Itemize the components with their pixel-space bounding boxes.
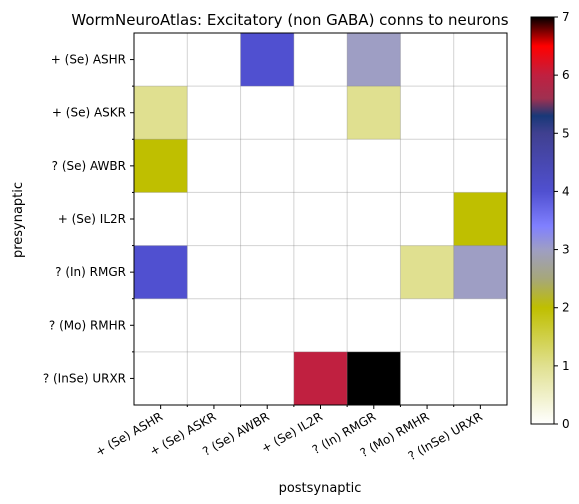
y-tick-label: ? (InSe) URXR (43, 371, 126, 385)
heatmap-cell (240, 298, 295, 353)
colorbar-tick-label: 7 (562, 10, 570, 24)
heatmap-cell (453, 245, 508, 300)
y-tick-label: + (Se) ASHR (51, 53, 126, 67)
heatmap-cell (400, 192, 455, 247)
colorbar (530, 16, 555, 425)
heatmap-cell (240, 139, 295, 193)
heatmap-cell (293, 245, 348, 300)
heatmap-cell (293, 33, 348, 87)
heatmap-cell (453, 298, 508, 353)
heatmap-cell (400, 86, 455, 140)
heatmap-cell (134, 139, 188, 193)
heatmap-cell (347, 192, 401, 247)
heatmap-cell (134, 33, 188, 87)
heatmap-cell (134, 86, 188, 140)
heatmap-cell (453, 86, 508, 140)
heatmap-cell (453, 192, 508, 247)
heatmap-cell (400, 139, 455, 193)
heatmap-cell (400, 33, 455, 87)
heatmap-cell (453, 33, 508, 87)
heatmap-cells (134, 33, 508, 406)
y-tick-label: + (Se) IL2R (58, 212, 126, 226)
heatmap-cell (134, 298, 188, 353)
heatmap-cell (293, 86, 348, 140)
colorbar-tick-label: 3 (562, 243, 570, 257)
heatmap-cell (134, 192, 188, 247)
colorbar-tick-label: 0 (562, 417, 570, 431)
heatmap-cell (187, 33, 242, 87)
heatmap-cell (187, 245, 242, 300)
heatmap-cell (293, 351, 348, 406)
heatmap-cell (347, 86, 401, 140)
y-axis-ticks: + (Se) ASHR + (Se) ASKR ? (Se) AWBR + (Se) … (43, 53, 134, 385)
heatmap-cell (240, 192, 295, 247)
heatmap-cell (453, 351, 508, 406)
x-axis-label: postsynaptic (279, 481, 362, 496)
colorbar-tick-label: 1 (562, 359, 570, 373)
colorbar-tick-label: 5 (562, 126, 570, 140)
heatmap-cell (134, 245, 188, 300)
chart-title: WormNeuroAtlas: Excitatory (non GABA) co… (71, 11, 508, 29)
heatmap-cell (187, 298, 242, 353)
y-tick-label: ? (In) RMGR (55, 265, 126, 279)
heatmap-cell (453, 139, 508, 193)
grid-lines (133, 32, 508, 406)
heatmap-cell (293, 192, 348, 247)
heatmap-cell (400, 245, 455, 300)
heatmap-cell (293, 139, 348, 193)
y-tick-label: ? (Mo) RMHR (49, 318, 126, 332)
heatmap-cell (187, 351, 242, 406)
heatmap-cell (240, 245, 295, 300)
heatmap-cell (400, 351, 455, 406)
heatmap-cell (347, 298, 401, 353)
y-tick-label: ? (Se) AWBR (52, 159, 126, 173)
colorbar-tick-label: 6 (562, 68, 570, 82)
heatmap-cell (400, 298, 455, 353)
heatmap-cell (347, 351, 401, 406)
x-axis-ticks: + (Se) ASHR+ (Se) ASKR? (Se) AWBR+ (Se) … (93, 405, 485, 463)
heatmap-cell (240, 33, 295, 87)
heatmap-cell (134, 351, 188, 406)
heatmap-cell (347, 245, 401, 300)
heatmap-cell (240, 86, 295, 140)
heatmap-cell (347, 139, 401, 193)
colorbar-tick-label: 4 (562, 184, 570, 198)
heatmap-cell (293, 298, 348, 353)
heatmap-cell (187, 192, 242, 247)
y-tick-label: + (Se) ASKR (52, 106, 126, 120)
y-axis-label: presynaptic (11, 182, 26, 258)
heatmap-cell (240, 351, 295, 406)
colorbar-ticks: 0 1 2 3 4 5 6 7 (554, 10, 570, 431)
heatmap-cell (187, 139, 242, 193)
heatmap-cell (187, 86, 242, 140)
colorbar-tick-label: 2 (562, 301, 570, 315)
heatmap-cell (347, 33, 401, 87)
